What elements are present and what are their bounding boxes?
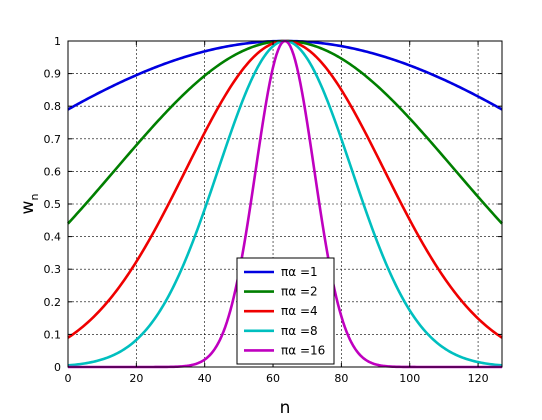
x-tick-label: 100 (399, 372, 420, 385)
y-axis-ticks: 0 0.1 0.2 0.3 0.4 0.5 0.6 0.7 0.8 0.9 1 (44, 35, 502, 374)
y-tick-label: 0.8 (44, 100, 62, 113)
x-axis-label: n (280, 398, 291, 418)
x-tick-label: 80 (334, 372, 348, 385)
y-tick-label: 0.5 (44, 198, 62, 211)
y-tick-label: 0.4 (44, 231, 62, 244)
y-axis-label-subscript: n (28, 194, 41, 201)
x-tick-label: 20 (129, 372, 143, 385)
legend-label: πα =16 (281, 343, 325, 357)
y-tick-label: 0 (54, 361, 61, 374)
x-tick-label: 0 (65, 372, 72, 385)
y-tick-label: 1 (54, 35, 61, 48)
legend: πα =1 πα =2 πα =4 πα =8 πα =16 (236, 257, 335, 365)
y-tick-label: 0.2 (44, 296, 62, 309)
y-tick-label: 0.1 (44, 328, 62, 341)
y-tick-label: 0.6 (44, 165, 62, 178)
x-axis-ticks: 0 20 40 60 80 100 120 (65, 41, 489, 385)
y-tick-label: 0.7 (44, 133, 62, 146)
y-tick-label: 0.9 (44, 68, 62, 81)
legend-label: πα =8 (281, 324, 318, 338)
x-tick-label: 40 (198, 372, 212, 385)
legend-label: πα =2 (281, 285, 318, 299)
legend-label: πα =4 (281, 304, 318, 318)
x-tick-label: 120 (468, 372, 489, 385)
y-axis-label: wn (18, 194, 41, 215)
x-tick-label: 60 (266, 372, 280, 385)
legend-label: πα =1 (281, 265, 318, 279)
y-axis-label-main: w (18, 200, 38, 214)
y-tick-label: 0.3 (44, 263, 62, 276)
